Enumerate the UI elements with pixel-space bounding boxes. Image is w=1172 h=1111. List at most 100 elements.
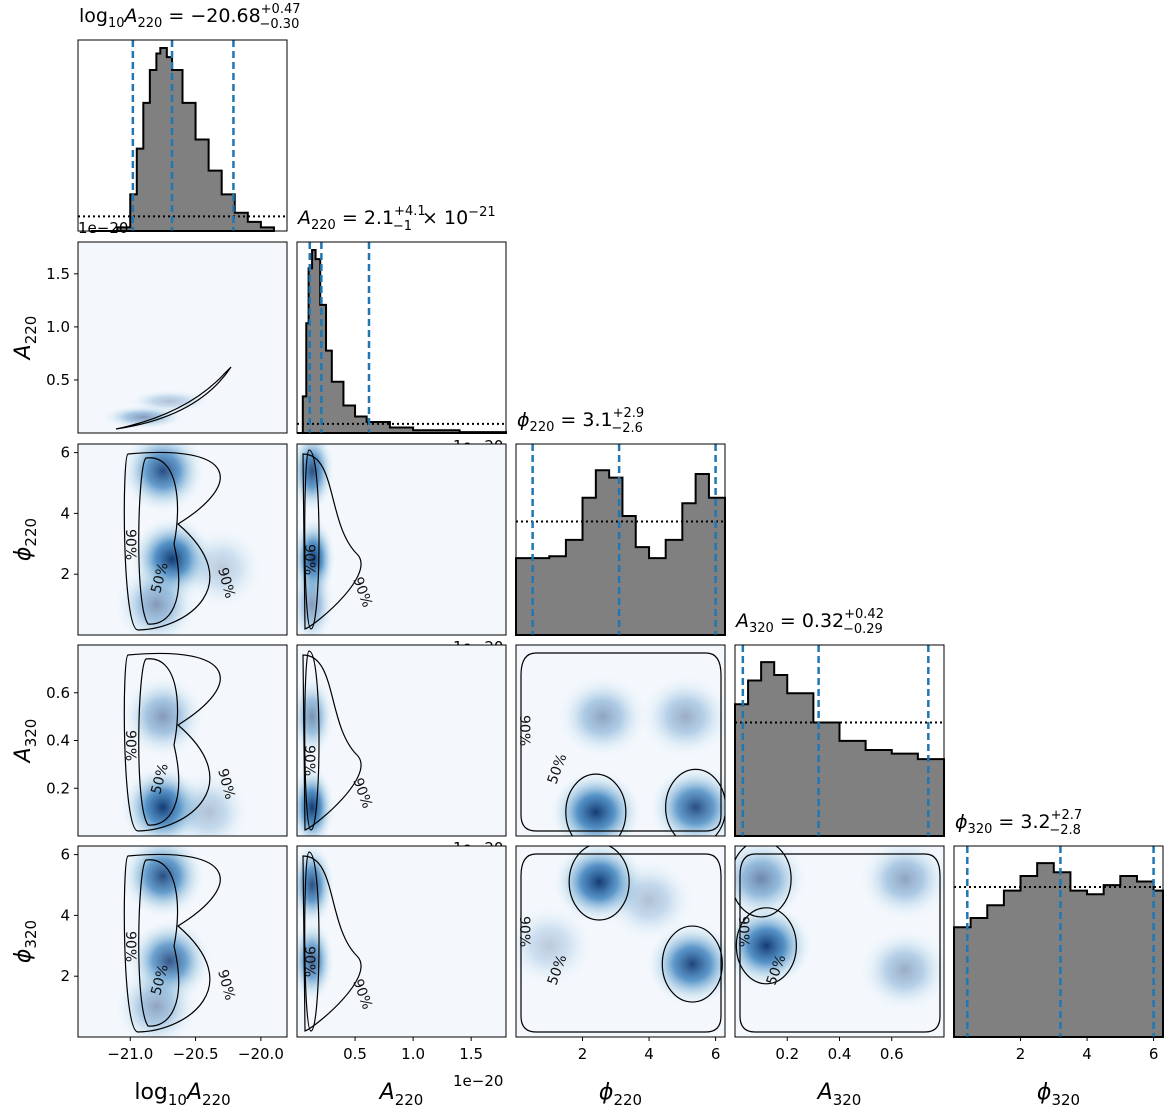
density-frame [296,644,507,837]
xtick-label-A220: 1.5 [459,1045,483,1063]
ylabel-phi220: ϕ220 [11,518,40,561]
xtick-label-phi220: 4 [644,1045,654,1063]
xtick-label-A320: 0.4 [828,1045,852,1063]
contour-label-90: 90% [301,745,317,776]
contour-label-90: 90% [214,767,238,801]
density-mode [120,846,205,918]
contour-50 [661,925,723,1003]
density-mode [639,674,725,759]
title-phi220: ϕ220 = 3.1+2.9 −2.6 [517,406,644,436]
diagonal-panel-A320: A320 = 0.32+0.42 −0.29 [734,607,945,837]
xlabel-phi320: ϕ320 [1037,1080,1080,1109]
density-mode [549,770,642,836]
title-phi320: ϕ320 = 3.2+2.7 −2.8 [955,808,1082,838]
contour-50 [138,859,180,1027]
diagonal-frame-A320 [734,644,945,837]
density-mode [297,674,335,759]
ytick-label-phi220: 6 [60,444,70,462]
ytick-label-phi220: 4 [60,504,70,522]
ytick-label-A320: 0.4 [46,732,70,750]
posterior-histogram-phi220 [515,469,726,636]
contour-label-90: 90% [516,715,532,746]
density-mode [114,964,199,1037]
contour-label-90: 90% [516,916,532,947]
density-frame [296,443,507,636]
posterior-histogram-A220 [297,249,507,434]
posterior-histogram-A320 [734,661,945,837]
density-panel-A220-vs-phi220: 90%90% [296,443,507,636]
contour-label-50: 50% [148,963,172,997]
contour-50 [304,449,320,630]
ytick-label-phi320: 4 [60,906,70,924]
contour-50 [304,650,320,831]
density-mode [114,562,199,635]
contour-label-90: 90% [122,931,138,962]
ytick-label-phi220: 2 [60,565,70,583]
density-panel-log10_A220-vs-phi320: 90% 50% 90% [77,845,288,1038]
contour-90 [302,855,362,1032]
density-frame [77,241,288,434]
contour-label-90: 90% [214,566,238,600]
contour-90 [302,654,362,831]
contour-label-90: 90% [122,529,138,560]
xtick-label-phi220: 2 [578,1045,588,1063]
diagonal-frame-phi220 [515,443,726,636]
density-mode [120,444,205,513]
contour-label-90: 90% [301,946,317,977]
density-mode [297,562,335,635]
density-panel-log10_A220-vs-A320: 90% 50% 90% [77,644,288,837]
posterior-histogram-phi320 [953,862,1164,1038]
density-mode [120,674,205,759]
density-mode [166,770,251,836]
xtick-label-A220: 0.5 [343,1045,367,1063]
density-mode [127,389,212,414]
density-mode [603,858,696,943]
xtick-label-phi320: 6 [1149,1045,1159,1063]
contour-label-90: 90% [301,544,317,575]
xtick-label-log10_A220: −20.5 [173,1045,219,1063]
ytick-label-A220: 0.5 [46,371,70,389]
offset-label-0: 1e−20 [78,219,128,237]
xtick-label-phi220: 6 [711,1045,721,1063]
ytick-label-phi320: 2 [60,967,70,985]
density-mode [649,765,725,836]
density-mode [646,922,725,1007]
density-panel-A220-vs-A320: 90%90% [296,644,507,837]
ytick-label-phi320: 6 [60,846,70,864]
diagonal-panel-A220: A220 = 2.1+4.1 −1 × 10−21 [296,204,507,434]
contour-90 [123,853,221,1033]
density-frame [77,845,288,1038]
density-mode [858,846,944,921]
contour-label-50: 50% [148,762,172,796]
density-mode [735,903,813,988]
contour-label-90: 90% [735,916,751,947]
xlabel-log10_A220: log10A220 [134,1080,230,1109]
diagonal-panel-phi220: ϕ220 = 3.1+2.9 −2.6 [515,406,726,636]
ytick-label-A320: 0.2 [46,779,70,797]
density-panel-phi220-vs-A320: 90%50% [515,644,726,837]
contour-50 [138,658,180,826]
contour-label-90: 90% [214,968,238,1002]
contour-50 [565,773,627,836]
contour-label-90: 90% [122,730,138,761]
xlabel-A320: A320 [816,1080,862,1109]
ylabel-A320: A320 [11,719,40,765]
title-A320: A320 = 0.32+0.42 −0.29 [734,607,884,637]
xlabel-A220: A220 [378,1080,424,1109]
xtick-label-A220: 1.0 [401,1045,425,1063]
xtick-label-A320: 0.2 [775,1045,799,1063]
diagonal-panel-phi320: ϕ320 = 3.2+2.7 −2.8 [953,808,1164,1038]
density-mode [556,674,649,759]
contour-90 [739,853,941,1033]
ytick-label-A320: 0.6 [46,684,70,702]
contour-90 [123,451,221,631]
density-panel-A320-vs-phi320: 90%50% [734,845,945,1038]
density-panel-log10_A220-vs-phi220: 90% 50% 90% [77,443,288,636]
density-frame [77,443,288,636]
diagonal-frame-phi320 [953,845,1164,1038]
xtick-label-log10_A220: −20.0 [238,1045,284,1063]
contour-90 [123,652,221,832]
xtick-label-log10_A220: −21.0 [107,1045,153,1063]
xtick-label-phi320: 4 [1082,1045,1092,1063]
